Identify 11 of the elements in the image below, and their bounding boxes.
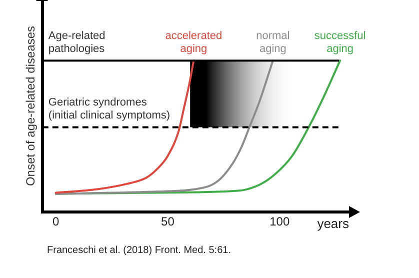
ref-line-label: Age-related pathologies — [48, 30, 106, 56]
x-tick-label: 0 — [52, 214, 60, 229]
series-label: successful aging — [314, 30, 366, 56]
y-axis-title: Onset of age-related diseases — [24, 26, 38, 186]
x-axis-title: years — [317, 216, 350, 231]
series-label: accelerated aging — [165, 30, 222, 56]
x-tick-label: 50 — [161, 214, 175, 229]
x-tick-label: 100 — [270, 214, 290, 229]
text: Franceschi et al. (2018) Front. Med. 5:61. — [47, 245, 231, 256]
series-label: normal aging — [256, 30, 290, 56]
ref-line-label: Geriatric syndromes (initial clinical symptoms) — [48, 96, 170, 122]
